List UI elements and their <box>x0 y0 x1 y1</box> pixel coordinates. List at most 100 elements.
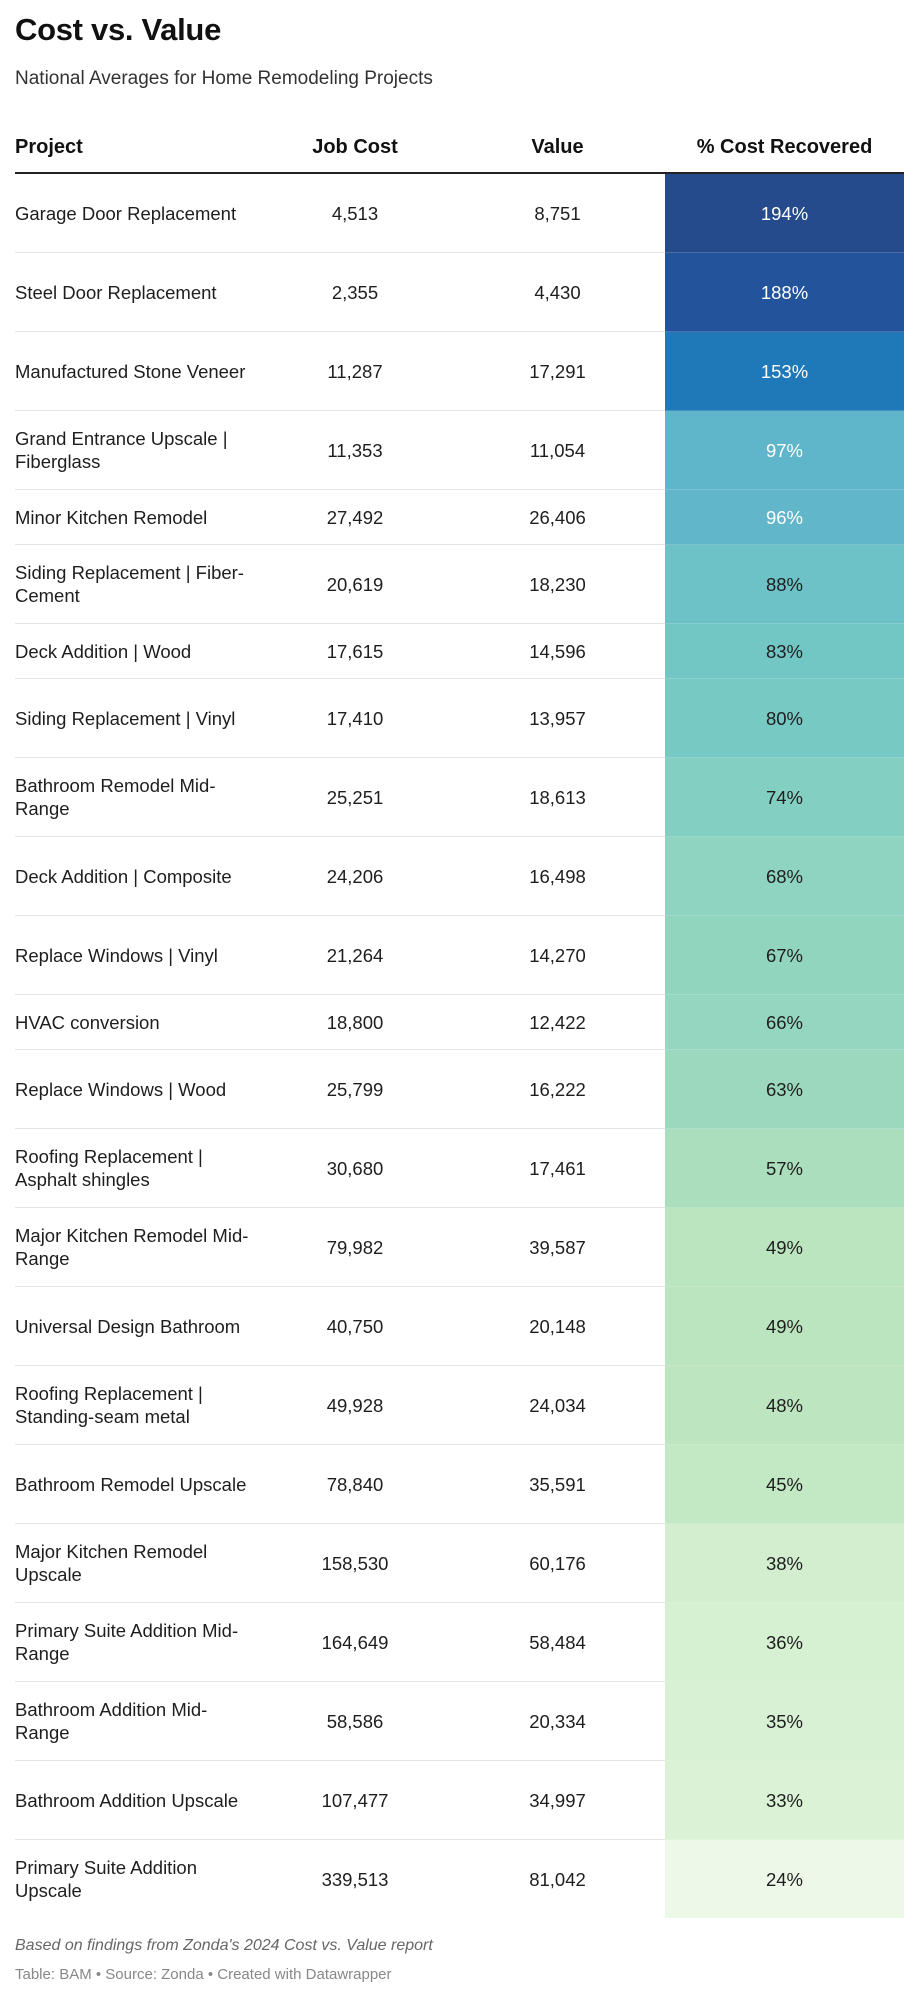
source-note: Based on findings from Zonda's 2024 Cost… <box>15 1937 433 1954</box>
cell-value: 16,498 <box>450 836 665 916</box>
cell-project: Replace Windows | Vinyl <box>15 915 260 995</box>
cell-project: Bathroom Remodel Mid-Range <box>15 757 260 837</box>
cell-project: Bathroom Addition Mid-Range <box>15 1681 260 1761</box>
cell-job-cost: 339,513 <box>321 1868 389 1890</box>
cell-value: 39,587 <box>450 1207 665 1287</box>
table-row: Deck Addition | Composite 24,206 16,498 68% <box>15 836 904 916</box>
cell-cost-recovered: 49% <box>665 1286 904 1366</box>
cell-job-cost: 79,982 <box>260 1207 450 1287</box>
table-row: Replace Windows | Wood 25,799 16,222 63% <box>15 1049 904 1129</box>
cell-job-cost: 17,410 <box>260 678 450 758</box>
table-row: Major Kitchen Remodel Upscale 158,530 60,1… <box>15 1523 904 1603</box>
cell-job-cost: 27,492 <box>260 489 450 545</box>
cell-value: 14,596 <box>450 623 665 679</box>
cell-job-cost: 2,355 <box>260 252 450 332</box>
cell-cost-recovered: 49% <box>665 1207 904 1287</box>
chart-title: Cost vs. Value <box>15 12 222 47</box>
table-row: Primary Suite Addition Upscale 339,513 81,… <box>15 1839 904 1918</box>
table-row: Replace Windows | Vinyl 21,264 14,270 67% <box>15 915 904 995</box>
cell-project: Bathroom Remodel Upscale <box>15 1444 260 1524</box>
table-row: Garage Door Replacement 4,513 8,751 194% <box>15 173 904 253</box>
cell-value: 20,148 <box>450 1286 665 1366</box>
cell-job-cost: 20,619 <box>260 544 450 624</box>
cell-job-cost: 30,680 <box>260 1128 450 1208</box>
cell-project: Roofing Replacement | Standing-seam meta… <box>15 1365 260 1445</box>
cell-value: 14,270 <box>450 915 665 995</box>
cell-job-cost: 17,615 <box>260 623 450 679</box>
column-header-project[interactable]: Project <box>15 122 260 174</box>
cell-value: 60,176 <box>450 1523 665 1603</box>
cell-cost-recovered: 83% <box>665 623 904 679</box>
cell-value: 34,997 <box>450 1760 665 1840</box>
cell-cost-recovered: 45% <box>665 1444 904 1524</box>
cell-value: 20,334 <box>450 1681 665 1761</box>
cell-value: 4,430 <box>450 252 665 332</box>
cell-project: Deck Addition | Wood <box>15 623 260 679</box>
cell-value: 17,291 <box>450 331 665 411</box>
cell-cost-recovered: 74% <box>665 757 904 837</box>
cell-project: Garage Door Replacement <box>15 173 260 253</box>
cell-job-cost: 158,530 <box>260 1523 450 1603</box>
column-header-value[interactable]: Value <box>450 122 665 174</box>
cell-value: 18,230 <box>450 544 665 624</box>
cell-project: Steel Door Replacement <box>15 252 260 332</box>
cell-project: Siding Replacement | Vinyl <box>15 678 260 758</box>
cell-project: Minor Kitchen Remodel <box>15 489 260 545</box>
cell-value: 26,406 <box>450 489 665 545</box>
cell-job-cost: 21,264 <box>260 915 450 995</box>
table-row: Major Kitchen Remodel Mid-Range 79,982 39,… <box>15 1207 904 1287</box>
cell-value: 13,957 <box>450 678 665 758</box>
cell-job-cost: 4,513 <box>260 173 450 253</box>
table-row: Primary Suite Addition Mid-Range 164,649 5… <box>15 1602 904 1682</box>
cell-job-cost: 40,750 <box>260 1286 450 1366</box>
cell-value: 17,461 <box>450 1128 665 1208</box>
cell-job-cost: 49,928 <box>260 1365 450 1445</box>
cell-value: 24,034 <box>450 1365 665 1445</box>
cell-project: Major Kitchen Remodel Mid-Range <box>15 1207 260 1287</box>
table-row: Manufactured Stone Veneer 11,287 17,291 153… <box>15 331 904 411</box>
cell-cost-recovered: 66% <box>665 994 904 1050</box>
cell-project: Primary Suite Addition Upscale <box>15 1857 198 1901</box>
table-body: Garage Door Replacement 4,513 8,751 194% Ste… <box>15 173 904 1918</box>
cell-cost-recovered: 188% <box>665 252 904 332</box>
cell-cost-recovered: 68% <box>665 836 904 916</box>
cell-cost-recovered: 57% <box>665 1128 904 1208</box>
column-header-cost-recovered[interactable]: % Cost Recovered <box>665 122 904 174</box>
cell-cost-recovered: 88% <box>665 544 904 624</box>
table-row: Grand Entrance Upscale | Fiberglass 11,35… <box>15 410 904 490</box>
cell-project: Grand Entrance Upscale | Fiberglass <box>15 410 260 490</box>
cell-value: 8,751 <box>450 173 665 253</box>
table-row: Siding Replacement | Vinyl 17,410 13,957 80… <box>15 678 904 758</box>
column-header-job-cost[interactable]: Job Cost <box>260 122 450 174</box>
cell-project: Primary Suite Addition Mid-Range <box>15 1602 260 1682</box>
cell-project: Universal Design Bathroom <box>15 1286 260 1366</box>
cell-project: Major Kitchen Remodel Upscale <box>15 1523 260 1603</box>
table-row: HVAC conversion 18,800 12,422 66% <box>15 994 904 1050</box>
table-row: Deck Addition | Wood 17,615 14,596 83% <box>15 623 904 679</box>
table-row: Minor Kitchen Remodel 27,492 26,406 96% <box>15 489 904 545</box>
cell-job-cost: 164,649 <box>260 1602 450 1682</box>
cell-cost-recovered: 36% <box>665 1602 904 1682</box>
table-row: Siding Replacement | Fiber-Cement 20,619 1… <box>15 544 904 624</box>
cell-value: 11,054 <box>450 410 665 490</box>
cell-cost-recovered: 153% <box>665 331 904 411</box>
cell-project: Roofing Replacement | Asphalt shingles <box>15 1128 260 1208</box>
table-row: Bathroom Remodel Upscale 78,840 35,591 45% <box>15 1444 904 1524</box>
table-row: Roofing Replacement | Asphalt shingles 30… <box>15 1128 904 1208</box>
cell-cost-recovered: 35% <box>665 1681 904 1761</box>
cell-job-cost: 107,477 <box>260 1760 450 1840</box>
cell-job-cost: 11,353 <box>260 410 450 490</box>
cell-project: Replace Windows | Wood <box>15 1049 260 1129</box>
cell-job-cost: 25,251 <box>260 757 450 837</box>
header-row: Project Job Cost Value % Cost Recovered <box>15 122 904 174</box>
cell-cost-recovered: 24% <box>665 1839 904 1918</box>
cell-value: 58,484 <box>450 1602 665 1682</box>
cell-cost-recovered: 48% <box>665 1365 904 1445</box>
table-row: Bathroom Addition Upscale 107,477 34,997 33… <box>15 1760 904 1840</box>
cell-job-cost: 24,206 <box>260 836 450 916</box>
cell-cost-recovered: 80% <box>665 678 904 758</box>
cell-cost-recovered: 96% <box>665 489 904 545</box>
cell-project: HVAC conversion <box>15 994 260 1050</box>
cell-value: 35,591 <box>450 1444 665 1524</box>
